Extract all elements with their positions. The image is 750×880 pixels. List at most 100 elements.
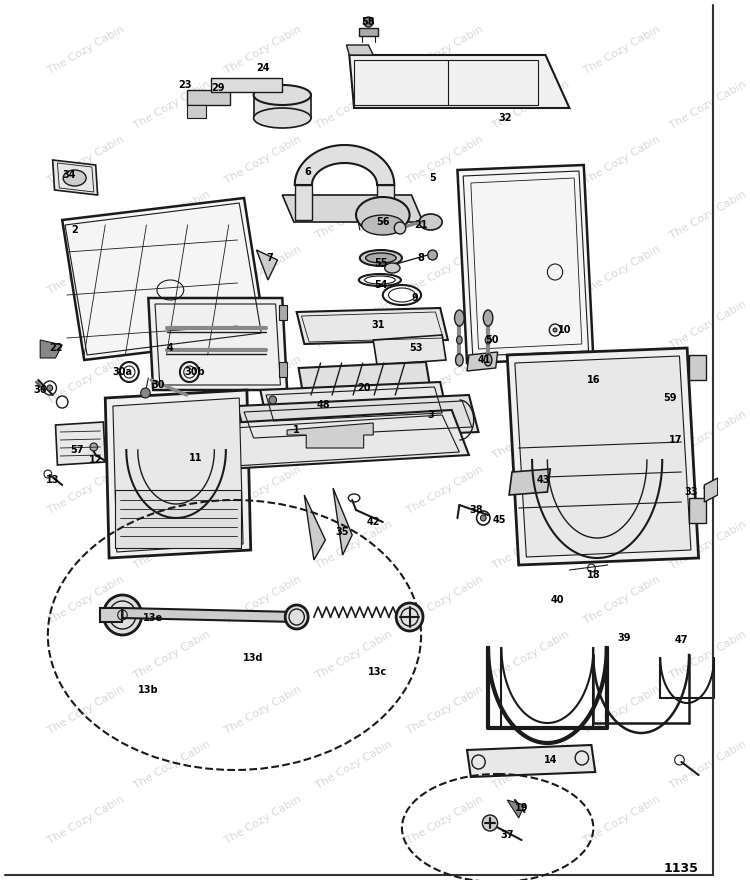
- Text: 55: 55: [374, 258, 388, 268]
- Text: The Cozy Cabin: The Cozy Cabin: [405, 24, 485, 76]
- Text: The Cozy Cabin: The Cozy Cabin: [668, 739, 748, 791]
- Text: The Cozy Cabin: The Cozy Cabin: [46, 684, 126, 736]
- Text: 57: 57: [70, 445, 83, 455]
- Text: The Cozy Cabin: The Cozy Cabin: [46, 794, 126, 846]
- Text: The Cozy Cabin: The Cozy Cabin: [405, 464, 485, 516]
- Ellipse shape: [365, 253, 396, 263]
- Ellipse shape: [419, 214, 442, 230]
- Text: 19: 19: [514, 803, 528, 813]
- Text: The Cozy Cabin: The Cozy Cabin: [405, 684, 485, 736]
- Text: 33: 33: [684, 487, 698, 497]
- Text: 2: 2: [71, 225, 78, 235]
- Polygon shape: [509, 469, 550, 495]
- Polygon shape: [53, 160, 98, 195]
- Ellipse shape: [285, 605, 308, 629]
- Text: The Cozy Cabin: The Cozy Cabin: [132, 519, 212, 571]
- Text: The Cozy Cabin: The Cozy Cabin: [132, 299, 212, 351]
- Circle shape: [427, 250, 437, 260]
- Circle shape: [364, 17, 374, 27]
- Polygon shape: [458, 165, 593, 363]
- Polygon shape: [287, 423, 374, 448]
- Text: The Cozy Cabin: The Cozy Cabin: [491, 519, 572, 571]
- Polygon shape: [333, 488, 352, 555]
- Text: The Cozy Cabin: The Cozy Cabin: [132, 739, 212, 791]
- Polygon shape: [350, 55, 569, 108]
- Polygon shape: [237, 395, 478, 443]
- Bar: [358, 28, 378, 36]
- Polygon shape: [62, 198, 266, 360]
- Text: The Cozy Cabin: The Cozy Cabin: [668, 299, 748, 351]
- Text: 6: 6: [304, 167, 311, 177]
- Polygon shape: [191, 410, 469, 470]
- Circle shape: [482, 815, 498, 831]
- Circle shape: [394, 222, 406, 234]
- Text: The Cozy Cabin: The Cozy Cabin: [132, 629, 212, 681]
- Text: 13d: 13d: [243, 653, 264, 663]
- Circle shape: [141, 388, 150, 398]
- Polygon shape: [187, 105, 206, 118]
- Text: 22: 22: [49, 343, 62, 353]
- Text: 23: 23: [178, 80, 191, 90]
- Polygon shape: [298, 362, 430, 396]
- Text: The Cozy Cabin: The Cozy Cabin: [132, 409, 212, 461]
- Text: 20: 20: [357, 383, 370, 393]
- Text: The Cozy Cabin: The Cozy Cabin: [405, 794, 485, 846]
- Text: 56: 56: [376, 217, 389, 227]
- Text: The Cozy Cabin: The Cozy Cabin: [668, 79, 748, 131]
- Text: 54: 54: [374, 280, 388, 290]
- Bar: [280, 362, 287, 377]
- Polygon shape: [211, 78, 282, 92]
- Polygon shape: [377, 185, 394, 220]
- Text: The Cozy Cabin: The Cozy Cabin: [582, 684, 662, 736]
- Text: 43: 43: [537, 475, 550, 485]
- Text: 16: 16: [586, 375, 600, 385]
- Ellipse shape: [104, 595, 142, 635]
- Polygon shape: [254, 95, 311, 118]
- Text: The Cozy Cabin: The Cozy Cabin: [132, 79, 212, 131]
- Text: The Cozy Cabin: The Cozy Cabin: [582, 244, 662, 296]
- Text: The Cozy Cabin: The Cozy Cabin: [314, 739, 394, 791]
- Text: The Cozy Cabin: The Cozy Cabin: [491, 79, 572, 131]
- Ellipse shape: [63, 170, 86, 186]
- Text: 36: 36: [34, 385, 47, 395]
- Text: 30a: 30a: [112, 367, 133, 377]
- Ellipse shape: [254, 108, 311, 128]
- Ellipse shape: [356, 197, 410, 233]
- Text: The Cozy Cabin: The Cozy Cabin: [582, 574, 662, 626]
- Text: 3: 3: [427, 410, 434, 420]
- Text: 4: 4: [167, 343, 174, 353]
- Text: The Cozy Cabin: The Cozy Cabin: [491, 629, 572, 681]
- Text: 5: 5: [429, 173, 436, 183]
- Ellipse shape: [362, 215, 404, 235]
- Text: 40: 40: [550, 595, 564, 605]
- Polygon shape: [105, 390, 250, 558]
- Text: The Cozy Cabin: The Cozy Cabin: [224, 244, 303, 296]
- Text: 7: 7: [266, 253, 273, 263]
- Text: The Cozy Cabin: The Cozy Cabin: [582, 794, 662, 846]
- Text: The Cozy Cabin: The Cozy Cabin: [668, 189, 748, 241]
- Text: 48: 48: [316, 400, 330, 410]
- Text: The Cozy Cabin: The Cozy Cabin: [405, 574, 485, 626]
- Text: The Cozy Cabin: The Cozy Cabin: [405, 134, 485, 186]
- Polygon shape: [295, 145, 394, 185]
- Polygon shape: [256, 250, 278, 280]
- Polygon shape: [148, 298, 287, 390]
- Text: The Cozy Cabin: The Cozy Cabin: [314, 299, 394, 351]
- Text: The Cozy Cabin: The Cozy Cabin: [46, 464, 126, 516]
- Text: 13b: 13b: [138, 685, 159, 695]
- Text: The Cozy Cabin: The Cozy Cabin: [224, 684, 303, 736]
- Text: 39: 39: [617, 633, 631, 643]
- Text: The Cozy Cabin: The Cozy Cabin: [314, 189, 394, 241]
- Circle shape: [481, 515, 486, 521]
- Text: 50: 50: [485, 335, 499, 345]
- Polygon shape: [374, 335, 446, 365]
- Polygon shape: [507, 348, 698, 565]
- Text: 10: 10: [558, 325, 572, 335]
- Text: The Cozy Cabin: The Cozy Cabin: [582, 464, 662, 516]
- Ellipse shape: [360, 250, 402, 266]
- Text: The Cozy Cabin: The Cozy Cabin: [405, 354, 485, 406]
- Polygon shape: [467, 352, 498, 371]
- Polygon shape: [304, 495, 326, 560]
- Bar: [689, 355, 706, 380]
- Ellipse shape: [454, 310, 464, 326]
